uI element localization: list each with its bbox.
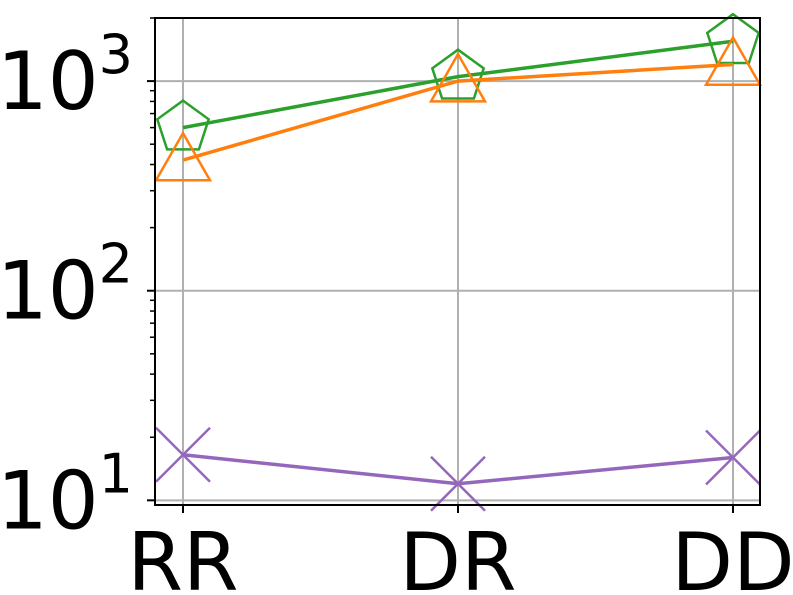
- data-point-pentagon: [430, 48, 486, 100]
- data-point-triangle: [153, 130, 213, 182]
- y-tick-label: 101: [0, 442, 133, 547]
- series-line: [182, 62, 734, 162]
- x-marker-stroke: [430, 455, 486, 512]
- data-point-x: [430, 455, 486, 512]
- series-2: [155, 426, 761, 512]
- series-layer: [153, 12, 763, 512]
- x-axis: RR DR DD: [127, 505, 793, 595]
- grid-lines: [155, 18, 760, 505]
- x-marker-stroke: [705, 429, 761, 486]
- y-axis: 101 102 103: [0, 23, 155, 547]
- data-point-x: [705, 429, 761, 486]
- series-1: [153, 34, 763, 182]
- data-point-x: [155, 426, 211, 483]
- x-tick-label: DR: [399, 516, 516, 595]
- series-0: [155, 12, 761, 151]
- x-tick-label: DD: [671, 516, 793, 595]
- x-marker-stroke: [155, 426, 211, 483]
- y-tick-label: 103: [0, 23, 133, 128]
- series-line: [182, 39, 734, 130]
- data-point-pentagon: [705, 12, 761, 65]
- data-point-triangle: [428, 51, 488, 103]
- x-tick-label: RR: [127, 516, 238, 595]
- y-tick-label: 102: [0, 233, 133, 338]
- data-point-triangle: [703, 34, 763, 87]
- data-point-pentagon: [155, 99, 211, 151]
